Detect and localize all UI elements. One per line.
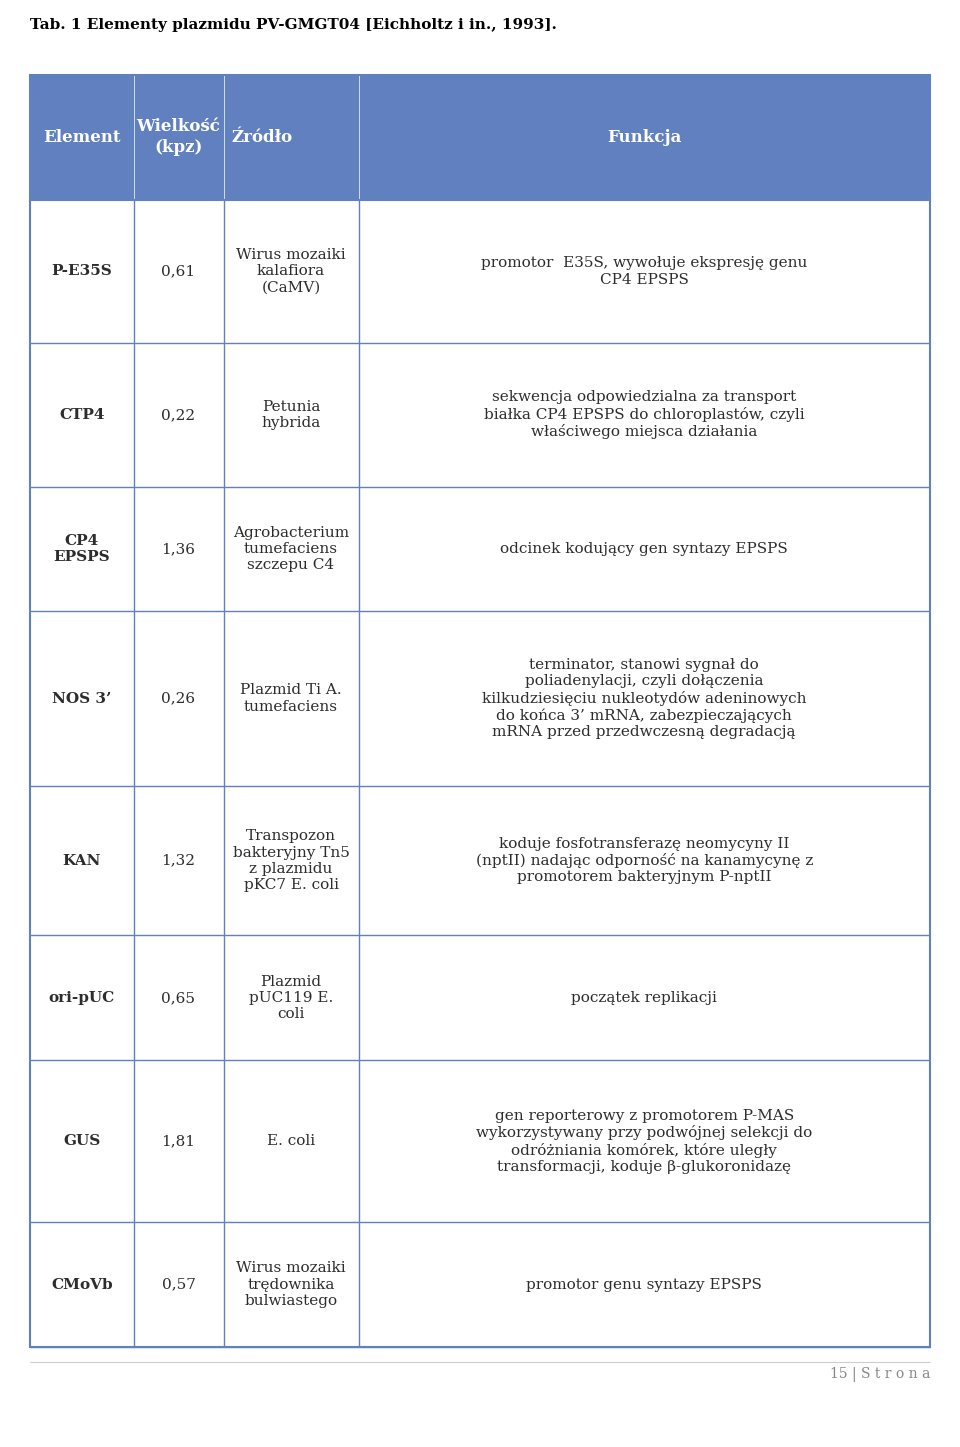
Bar: [30, 200, 930, 343]
Text: ori-pUC: ori-pUC: [49, 991, 115, 1004]
Text: GUS: GUS: [63, 1134, 101, 1149]
Text: KAN: KAN: [62, 854, 101, 868]
Bar: [30, 935, 930, 1061]
Bar: [30, 343, 930, 486]
Text: promotor  E35S, wywołuje ekspresję genu
CP4 EPSPS: promotor E35S, wywołuje ekspresję genu C…: [481, 256, 807, 287]
Text: CP4
EPSPS: CP4 EPSPS: [54, 534, 110, 564]
Bar: [30, 486, 930, 611]
Text: sekwencja odpowiedzialna za transport
białka CP4 EPSPS do chloroplastów, czyli
w: sekwencja odpowiedzialna za transport bi…: [484, 391, 804, 440]
Bar: [30, 611, 930, 786]
Text: Wirus mozaiki
kalafiora
(CaMV): Wirus mozaiki kalafiora (CaMV): [236, 249, 346, 295]
Text: Tab. 1 Elementy plazmidu PV-GMGT04 [Eichholtz i in., 1993].: Tab. 1 Elementy plazmidu PV-GMGT04 [Eich…: [30, 17, 557, 32]
Text: 15 | S t r o n a: 15 | S t r o n a: [829, 1367, 930, 1382]
Text: Źródło: Źródło: [231, 129, 293, 146]
Text: Wirus mozaiki
trędownika
bulwiastego: Wirus mozaiki trędownika bulwiastego: [236, 1262, 346, 1308]
Text: CMoVb: CMoVb: [51, 1278, 112, 1292]
Text: 1,36: 1,36: [161, 541, 196, 556]
Bar: [30, 1061, 930, 1223]
Text: Element: Element: [43, 129, 121, 146]
Bar: [30, 1223, 930, 1347]
Text: 0,22: 0,22: [161, 408, 196, 423]
Bar: [30, 75, 930, 1347]
Text: P-E35S: P-E35S: [52, 265, 112, 278]
Text: odcinek kodujący gen syntazy EPSPS: odcinek kodujący gen syntazy EPSPS: [500, 541, 788, 556]
Text: 0,26: 0,26: [161, 692, 196, 706]
Text: 0,57: 0,57: [161, 1278, 196, 1292]
Text: Petunia
hybrida: Petunia hybrida: [261, 399, 321, 430]
Text: Transpozon
bakteryjny Tn5
z plazmidu
pKC7 E. coli: Transpozon bakteryjny Tn5 z plazmidu pKC…: [232, 829, 349, 891]
Text: gen reporterowy z promotorem P-MAS
wykorzystywany przy podwójnej selekcji do
odr: gen reporterowy z promotorem P-MAS wykor…: [476, 1108, 812, 1174]
Text: 1,32: 1,32: [161, 854, 196, 868]
Text: 0,65: 0,65: [161, 991, 196, 1004]
Text: E. coli: E. coli: [267, 1134, 315, 1149]
Text: 1,81: 1,81: [161, 1134, 196, 1149]
Text: CTP4: CTP4: [59, 408, 105, 423]
Text: Wielkość
(kpz): Wielkość (kpz): [136, 119, 221, 156]
Text: Agrobacterium
tumefaciens
szczepu C4: Agrobacterium tumefaciens szczepu C4: [233, 525, 349, 572]
Bar: [30, 75, 930, 200]
Text: Plazmid Ti A.
tumefaciens: Plazmid Ti A. tumefaciens: [240, 683, 342, 713]
Text: Plazmid
pUC119 E.
coli: Plazmid pUC119 E. coli: [249, 975, 333, 1022]
Text: 0,61: 0,61: [161, 265, 196, 278]
Text: Funkcja: Funkcja: [607, 129, 682, 146]
Text: początek replikacji: początek replikacji: [571, 991, 717, 1004]
Text: terminator, stanowi sygnał do
poliadenylacji, czyli dołączenia
kilkudziesięciu n: terminator, stanowi sygnał do poliadenyl…: [482, 658, 806, 739]
Text: koduje fosfotransferazę neomycyny II
(nptII) nadając odporność na kanamycynę z
p: koduje fosfotransferazę neomycyny II (np…: [475, 836, 813, 884]
Text: NOS 3’: NOS 3’: [52, 692, 111, 706]
Bar: [30, 786, 930, 935]
Text: promotor genu syntazy EPSPS: promotor genu syntazy EPSPS: [526, 1278, 762, 1292]
